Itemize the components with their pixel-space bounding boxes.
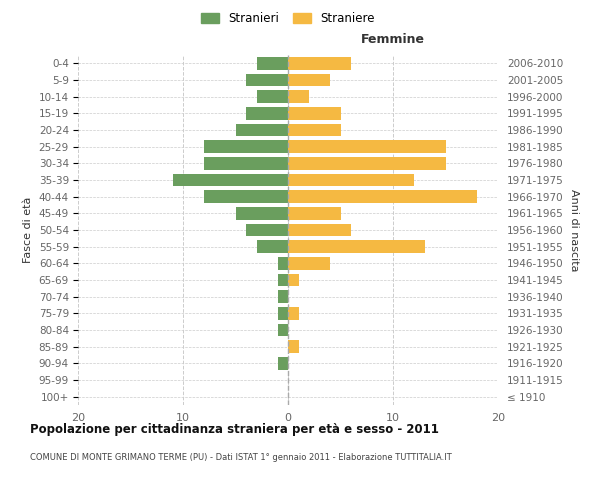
- Bar: [257, 90, 288, 103]
- Bar: [288, 207, 341, 220]
- Bar: [277, 307, 288, 320]
- Bar: [257, 240, 288, 253]
- Bar: [288, 340, 299, 353]
- Bar: [288, 74, 330, 86]
- Bar: [246, 107, 288, 120]
- Bar: [288, 240, 425, 253]
- Bar: [288, 274, 299, 286]
- Bar: [288, 257, 330, 270]
- Bar: [288, 140, 445, 153]
- Bar: [277, 257, 288, 270]
- Text: COMUNE DI MONTE GRIMANO TERME (PU) - Dati ISTAT 1° gennaio 2011 - Elaborazione T: COMUNE DI MONTE GRIMANO TERME (PU) - Dat…: [30, 452, 452, 462]
- Bar: [235, 124, 288, 136]
- Y-axis label: Fasce di età: Fasce di età: [23, 197, 33, 263]
- Bar: [288, 224, 351, 236]
- Bar: [288, 107, 341, 120]
- Bar: [288, 174, 414, 186]
- Bar: [277, 290, 288, 303]
- Bar: [173, 174, 288, 186]
- Bar: [288, 157, 445, 170]
- Bar: [257, 57, 288, 70]
- Bar: [288, 90, 309, 103]
- Legend: Stranieri, Straniere: Stranieri, Straniere: [197, 8, 379, 28]
- Bar: [288, 190, 477, 203]
- Bar: [204, 140, 288, 153]
- Bar: [204, 157, 288, 170]
- Bar: [204, 190, 288, 203]
- Bar: [288, 124, 341, 136]
- Y-axis label: Anni di nascita: Anni di nascita: [569, 188, 580, 271]
- Bar: [288, 57, 351, 70]
- Bar: [288, 307, 299, 320]
- Bar: [277, 357, 288, 370]
- Text: Femmine: Femmine: [361, 34, 425, 46]
- Bar: [277, 274, 288, 286]
- Bar: [246, 224, 288, 236]
- Bar: [235, 207, 288, 220]
- Bar: [277, 324, 288, 336]
- Text: Popolazione per cittadinanza straniera per età e sesso - 2011: Popolazione per cittadinanza straniera p…: [30, 422, 439, 436]
- Bar: [246, 74, 288, 86]
